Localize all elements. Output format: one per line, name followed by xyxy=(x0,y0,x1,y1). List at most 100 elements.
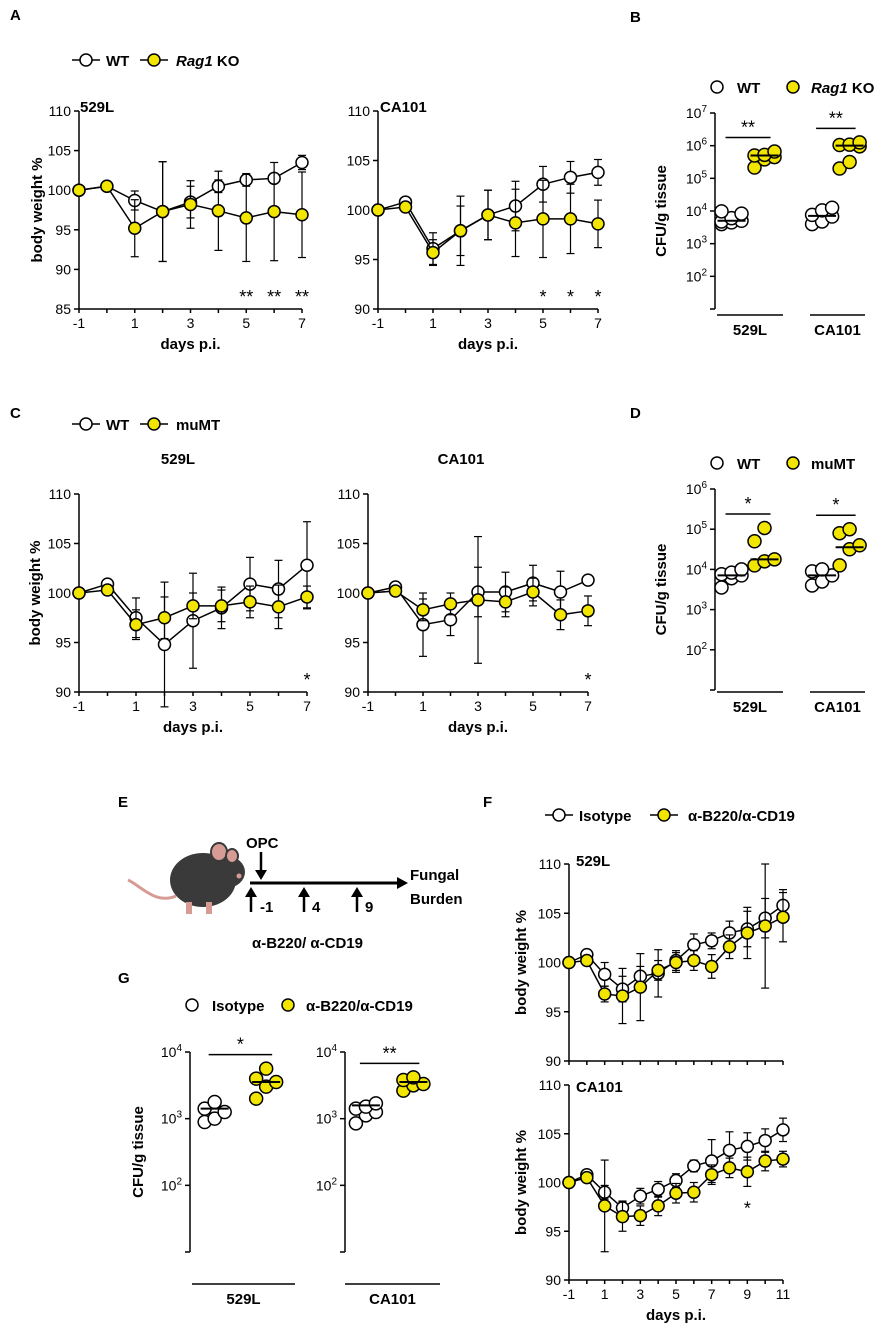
data-point xyxy=(758,919,772,933)
x-axis-label: days p.i. xyxy=(458,336,518,353)
data-point xyxy=(443,597,458,611)
y-tick-base: 10 xyxy=(161,1177,177,1193)
y-tick-label: 110 xyxy=(539,856,562,872)
category-label: CA101 xyxy=(814,322,861,339)
data-point xyxy=(186,599,200,613)
y-tick-label: 95 xyxy=(55,222,71,238)
y-axis-label: body weight % xyxy=(29,158,46,263)
y-tick-label: 104 xyxy=(686,202,708,219)
data-point xyxy=(704,1167,719,1182)
x-tick-label: -1 xyxy=(73,698,86,714)
y-tick-base: 10 xyxy=(686,561,702,577)
data-point xyxy=(651,963,665,978)
x-tick-label: 7 xyxy=(298,315,306,331)
y-tick-label: 90 xyxy=(545,1272,561,1288)
y-tick-label: 106 xyxy=(686,137,708,154)
x-tick-label: -1 xyxy=(372,315,385,331)
data-point xyxy=(207,1094,222,1110)
legend-c: WT muMT xyxy=(72,417,220,434)
data-point xyxy=(426,245,440,260)
data-point xyxy=(471,593,485,607)
chart-title: CA101 xyxy=(576,1079,623,1096)
data-point xyxy=(651,1199,665,1213)
legend-f-antibody-marker xyxy=(657,808,671,822)
y-tick-base: 10 xyxy=(686,203,702,219)
y-tick-label: 110 xyxy=(49,103,72,119)
data-point xyxy=(687,1185,701,1199)
y-tick-label: 105 xyxy=(48,536,72,552)
significance-marker: ** xyxy=(267,287,281,307)
y-axis-label: body weight % xyxy=(27,541,44,646)
y-tick-exp: 4 xyxy=(701,560,707,571)
x-tick-label: 1 xyxy=(429,315,437,331)
y-tick-label: 100 xyxy=(337,585,361,601)
data-point xyxy=(722,1161,737,1175)
data-point xyxy=(722,1143,737,1158)
significance-marker: * xyxy=(237,1035,244,1055)
group-0-1 xyxy=(396,1070,431,1098)
legend-b-wt: WT xyxy=(737,80,760,97)
data-point xyxy=(832,161,847,176)
data-point xyxy=(248,1091,264,1106)
opc-arrow xyxy=(255,870,267,880)
data-point xyxy=(300,558,314,573)
x-tick-label: 9 xyxy=(743,1286,751,1302)
chart-title: 529L xyxy=(161,451,195,468)
y-tick-label: 103 xyxy=(161,1110,183,1127)
x-tick-label: 5 xyxy=(539,315,547,331)
legend-a-ko-gene: Rag1 xyxy=(176,53,213,70)
category-label: CA101 xyxy=(369,1291,416,1308)
y-tick-base: 10 xyxy=(316,1111,332,1127)
x-axis-label: days p.i. xyxy=(646,1307,706,1324)
y-axis-label: CFU/g tissue xyxy=(653,544,670,636)
y-tick-base: 10 xyxy=(686,236,702,252)
y-tick-label: 90 xyxy=(55,261,71,277)
y-tick-label: 104 xyxy=(316,1043,338,1060)
data-point xyxy=(453,224,468,238)
y-tick-label: 102 xyxy=(686,267,708,284)
x-axis-label: days p.i. xyxy=(160,336,220,353)
data-point xyxy=(526,585,540,599)
legend-a-ko-suffix: KO xyxy=(213,53,240,70)
group-1-0 xyxy=(804,200,840,232)
x-tick-label: 7 xyxy=(303,698,311,714)
data-point xyxy=(553,585,568,599)
y-tick-label: 107 xyxy=(686,104,708,121)
y-tick-label: 105 xyxy=(686,520,708,537)
data-point xyxy=(300,590,314,604)
group-1-1 xyxy=(832,135,867,176)
chart-title: 529L xyxy=(576,853,610,870)
opc-label: OPC xyxy=(246,835,279,852)
panel-label-c: C xyxy=(10,405,21,422)
y-tick-exp: 6 xyxy=(701,480,707,491)
y-tick-exp: 7 xyxy=(701,104,707,115)
injection-arrow-1 xyxy=(245,887,257,897)
y-tick-exp: 5 xyxy=(701,520,707,531)
y-tick-exp: 2 xyxy=(176,1176,182,1187)
y-tick-exp: 6 xyxy=(701,137,707,148)
y-tick-exp: 4 xyxy=(331,1043,337,1054)
x-tick-label: 3 xyxy=(187,315,195,331)
data-point xyxy=(128,221,142,235)
x-tick-label: 5 xyxy=(529,698,537,714)
x-tick-label: -1 xyxy=(73,315,86,331)
data-point xyxy=(361,586,375,600)
series-1 xyxy=(562,1150,790,1253)
y-tick-label: 100 xyxy=(347,202,371,218)
x-tick-label: 1 xyxy=(132,698,140,714)
y-tick-label: 102 xyxy=(686,641,708,658)
significance-marker: ** xyxy=(239,287,253,307)
x-tick-label: 7 xyxy=(708,1286,716,1302)
burden-label: Burden xyxy=(410,891,463,908)
legend-c-mumt-marker xyxy=(147,417,161,431)
panel-label-b: B xyxy=(630,9,641,26)
legend-b-ko-marker xyxy=(786,80,800,94)
data-point xyxy=(758,1133,772,1148)
significance-marker: * xyxy=(539,287,546,307)
series-1 xyxy=(361,535,595,664)
data-point xyxy=(580,953,594,968)
y-tick-label: 90 xyxy=(354,301,370,317)
